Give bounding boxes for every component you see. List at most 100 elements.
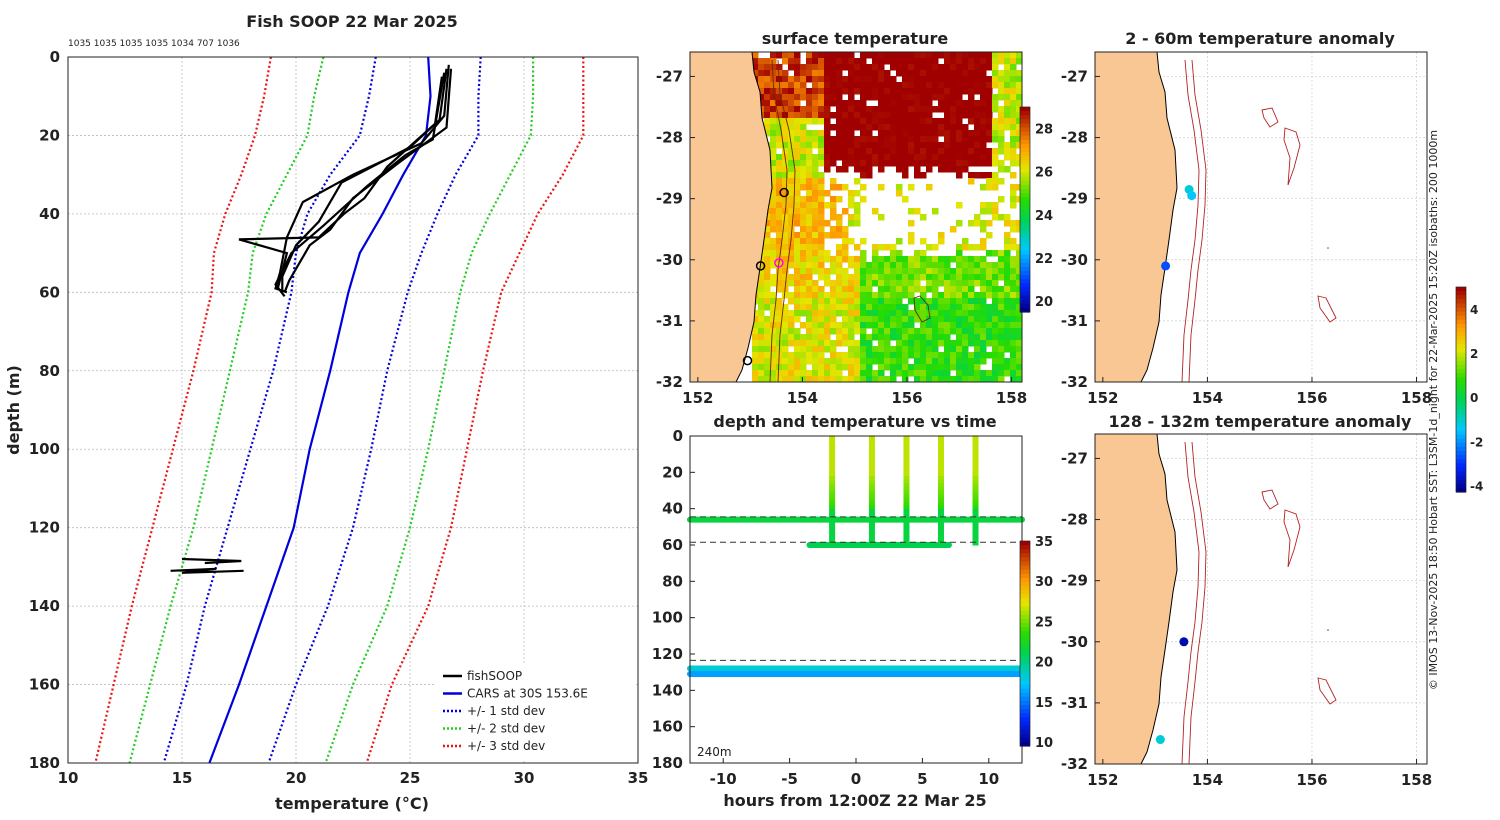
sst-cell: [884, 244, 891, 251]
sst-cell: [926, 358, 933, 365]
colorbar-frame: [1455, 286, 1467, 493]
sst-cell: [842, 112, 849, 119]
sst-cell: [932, 322, 939, 329]
sst-cell: [998, 352, 1005, 359]
sst-cell: [902, 274, 909, 281]
sst-cell: [854, 64, 861, 71]
colorbar-segment: [1020, 676, 1030, 681]
sst-cell: [962, 280, 969, 287]
sst-seamount-contour: [913, 295, 931, 323]
sst-cell: [878, 316, 885, 323]
map-y-tick-label: -28: [656, 129, 683, 147]
sst-cell: [920, 256, 927, 263]
sst-cell: [986, 118, 993, 125]
sst-cell: [1004, 64, 1011, 71]
cast-segment: [829, 512, 836, 517]
sst-cell: [914, 118, 921, 125]
sst-cell: [902, 262, 909, 269]
cast-segment: [972, 490, 979, 495]
sst-cell: [812, 100, 819, 107]
sst-cell: [956, 340, 963, 347]
sst-cell: [992, 172, 999, 179]
sst-cell: [926, 274, 933, 281]
sst-cell: [800, 70, 807, 77]
x-tick-label: 25: [400, 769, 421, 787]
sst-cell: [806, 94, 813, 101]
sst-cell: [806, 166, 813, 173]
sst-cell: [842, 310, 849, 317]
sst-cell: [992, 82, 999, 89]
sst-cell: [938, 94, 945, 101]
sst-cell: [860, 238, 867, 245]
sst-cell: [884, 124, 891, 131]
sst-cell: [902, 364, 909, 371]
cast-segment: [937, 454, 944, 459]
sst-cell: [794, 292, 801, 299]
sst-cell: [1016, 274, 1022, 281]
sst-cell: [926, 304, 933, 311]
sst-cell: [962, 274, 969, 281]
sst-cell: [1004, 370, 1011, 377]
sst-cell: [770, 214, 777, 221]
sst-cell: [764, 334, 771, 341]
sst-cell: [776, 130, 783, 137]
sst-cell: [914, 256, 921, 263]
sst-cell: [770, 310, 777, 317]
sst-cell: [992, 274, 999, 281]
sst-cell: [1004, 346, 1011, 353]
sst-cell: [788, 292, 795, 299]
sst-cell: [836, 256, 843, 263]
colorbar-tick-label: 22: [1035, 252, 1053, 267]
cast-segment: [972, 541, 979, 546]
sst-cell: [872, 208, 879, 215]
sst-cell: [938, 370, 945, 377]
sst-cell: [920, 298, 927, 305]
colorbar-segment: [1020, 590, 1030, 595]
sst-cell: [848, 148, 855, 155]
sst-cell: [872, 274, 879, 281]
sst-cell: [1004, 298, 1011, 305]
sst-cell: [932, 76, 939, 83]
sst-cell: [890, 82, 897, 89]
sst-cell: [968, 88, 975, 95]
sst-cell: [830, 358, 837, 365]
sst-cell: [962, 334, 969, 341]
colorbar-segment: [1456, 455, 1466, 460]
sst-cell: [884, 256, 891, 263]
anomaly-bottom-panel: 128 - 132m temperature anomaly 152 154 156…: [1061, 412, 1432, 789]
sst-cell: [956, 130, 963, 137]
sst-cell: [800, 262, 807, 269]
sst-cell: [794, 262, 801, 269]
colorbar-segment: [1020, 111, 1030, 116]
sst-cell: [866, 52, 873, 59]
sst-cell: [968, 376, 975, 382]
sst-cell: [890, 136, 897, 143]
cast-segment: [972, 465, 979, 470]
sst-cell: [842, 154, 849, 161]
depth-time-y-tick-label: 120: [652, 645, 683, 663]
sst-cell: [896, 298, 903, 305]
sst-cell: [980, 118, 987, 125]
sst-cell: [806, 358, 813, 365]
sst-cell: [782, 304, 789, 311]
sst-cell: [914, 304, 921, 311]
depth-time-x-tick-label: -5: [781, 770, 798, 788]
sst-cell: [920, 76, 927, 83]
sst-cell: [896, 94, 903, 101]
sst-cell: [890, 244, 897, 251]
sst-cell: [812, 370, 819, 377]
sst-cell: [854, 370, 861, 377]
sst-cell: [962, 268, 969, 275]
sst-cell: [920, 154, 927, 161]
sst-cell: [908, 370, 915, 377]
sst-cell: [884, 364, 891, 371]
sst-cell: [992, 106, 999, 113]
sst-cell: [1004, 304, 1011, 311]
profile-ylabel: depth (m): [4, 365, 23, 455]
sst-cell: [830, 142, 837, 149]
sst-cell: [998, 256, 1005, 263]
sst-cell: [860, 376, 867, 382]
sst-cell: [1010, 262, 1017, 269]
sst-cell: [830, 226, 837, 233]
sst-cell: [794, 142, 801, 149]
